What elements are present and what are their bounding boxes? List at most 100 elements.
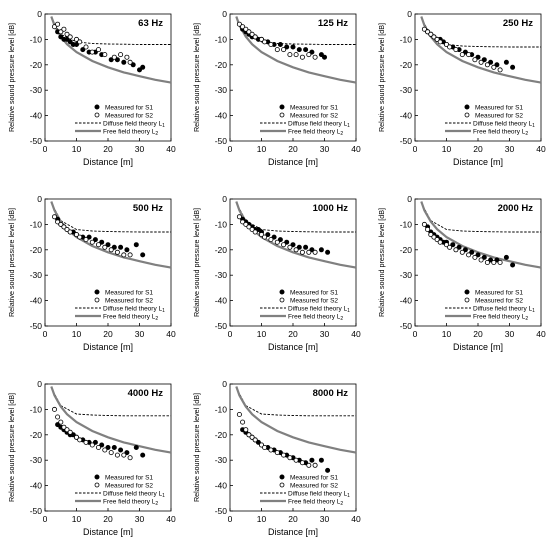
point-s1: [255, 226, 261, 232]
y-axis-label: Relative sound pressure level [dB]: [7, 23, 16, 132]
point-s2: [421, 221, 427, 227]
point-s1: [133, 242, 139, 248]
y-tick-label: -30: [30, 270, 43, 280]
point-s1: [510, 262, 516, 268]
point-s2: [497, 67, 503, 73]
x-tick-label: 20: [103, 329, 113, 339]
point-s2: [287, 52, 293, 58]
point-s2: [77, 437, 83, 443]
point-s1: [118, 244, 124, 250]
legend-label-diffuse: Diffuse field theory L1: [288, 306, 350, 315]
y-tick-label: -30: [215, 455, 228, 465]
point-s1: [140, 252, 146, 258]
point-s2: [453, 47, 459, 53]
point-s1: [309, 247, 315, 253]
point-s1: [296, 244, 302, 250]
y-tick-label: -40: [400, 296, 413, 306]
point-s2: [61, 26, 67, 32]
point-s2: [443, 242, 449, 248]
point-s1: [99, 442, 105, 448]
legend-label-s1: Measured for S1: [105, 105, 153, 112]
point-s1: [290, 44, 296, 50]
y-tick-label: -10: [215, 34, 228, 44]
point-s2: [274, 47, 280, 53]
point-s2: [425, 29, 431, 35]
y-tick-label: -40: [215, 111, 228, 121]
legend-label-free: Free field theory L2: [473, 129, 528, 138]
point-s2: [240, 419, 246, 425]
point-s2: [299, 460, 305, 466]
point-s2: [74, 232, 80, 238]
x-tick-label: 30: [135, 329, 145, 339]
y-tick-label: -50: [30, 321, 43, 331]
point-s2: [258, 232, 264, 238]
point-s1: [450, 242, 456, 248]
legend-label-s1: Measured for S1: [105, 290, 153, 297]
legend-label-s2: Measured for S2: [290, 298, 338, 305]
point-s2: [127, 59, 133, 65]
point-s1: [325, 467, 331, 473]
y-tick-label: -40: [30, 111, 43, 121]
point-s1: [481, 57, 487, 63]
y-tick-label: -50: [400, 321, 413, 331]
y-tick-label: -30: [400, 270, 413, 280]
x-tick-label: 0: [413, 144, 418, 154]
point-s2: [114, 452, 120, 458]
y-tick-label: 0: [222, 379, 227, 389]
diffuse-field-line: [235, 387, 356, 417]
y-tick-label: -40: [30, 481, 43, 491]
point-s2: [287, 244, 293, 250]
point-s1: [296, 47, 302, 53]
point-s2: [287, 455, 293, 461]
point-s2: [127, 252, 133, 258]
point-s2: [431, 34, 437, 40]
y-tick-label: 0: [37, 379, 42, 389]
point-s2: [108, 247, 114, 253]
y-tick-label: -20: [215, 430, 228, 440]
legend-marker-s2: [94, 482, 100, 488]
point-s1: [140, 452, 146, 458]
point-s2: [428, 31, 434, 37]
legend-marker-s1: [279, 104, 285, 110]
legend-label-free: Free field theory L2: [103, 129, 158, 138]
x-tick-label: 10: [257, 144, 267, 154]
x-tick-label: 20: [103, 144, 113, 154]
y-axis-label: Relative sound pressure level [dB]: [192, 393, 201, 502]
point-s1: [462, 247, 468, 253]
y-axis-label: Relative sound pressure level [dB]: [377, 23, 386, 132]
y-tick-label: 0: [222, 9, 227, 19]
y-tick-label: -20: [215, 245, 228, 255]
point-s2: [312, 249, 318, 255]
x-tick-label: 20: [103, 514, 113, 524]
point-s1: [481, 254, 487, 260]
legend-label-diffuse: Diffuse field theory L1: [473, 121, 535, 130]
y-axis-label: Relative sound pressure level [dB]: [192, 208, 201, 317]
legend-label-s1: Measured for S1: [290, 290, 338, 297]
point-s2: [249, 226, 255, 232]
point-s2: [111, 54, 117, 60]
point-s1: [284, 239, 290, 245]
point-s2: [443, 42, 449, 48]
x-axis-label: Distance [m]: [268, 157, 318, 167]
point-s2: [83, 44, 89, 50]
y-axis-label: Relative sound pressure level [dB]: [192, 23, 201, 132]
point-s2: [243, 26, 249, 32]
point-s1: [105, 444, 111, 450]
x-tick-label: 30: [320, 144, 330, 154]
y-tick-label: -20: [215, 60, 228, 70]
point-s2: [74, 434, 80, 440]
y-tick-label: 0: [407, 9, 412, 19]
legend-marker-s1: [279, 474, 285, 480]
point-s2: [293, 457, 299, 463]
point-s1: [456, 244, 462, 250]
x-tick-label: 0: [413, 329, 418, 339]
point-s1: [469, 249, 475, 255]
y-tick-label: -10: [30, 219, 43, 229]
panel-title: 125 Hz: [318, 18, 348, 29]
legend-label-s2: Measured for S2: [475, 113, 523, 120]
point-s2: [96, 242, 102, 248]
